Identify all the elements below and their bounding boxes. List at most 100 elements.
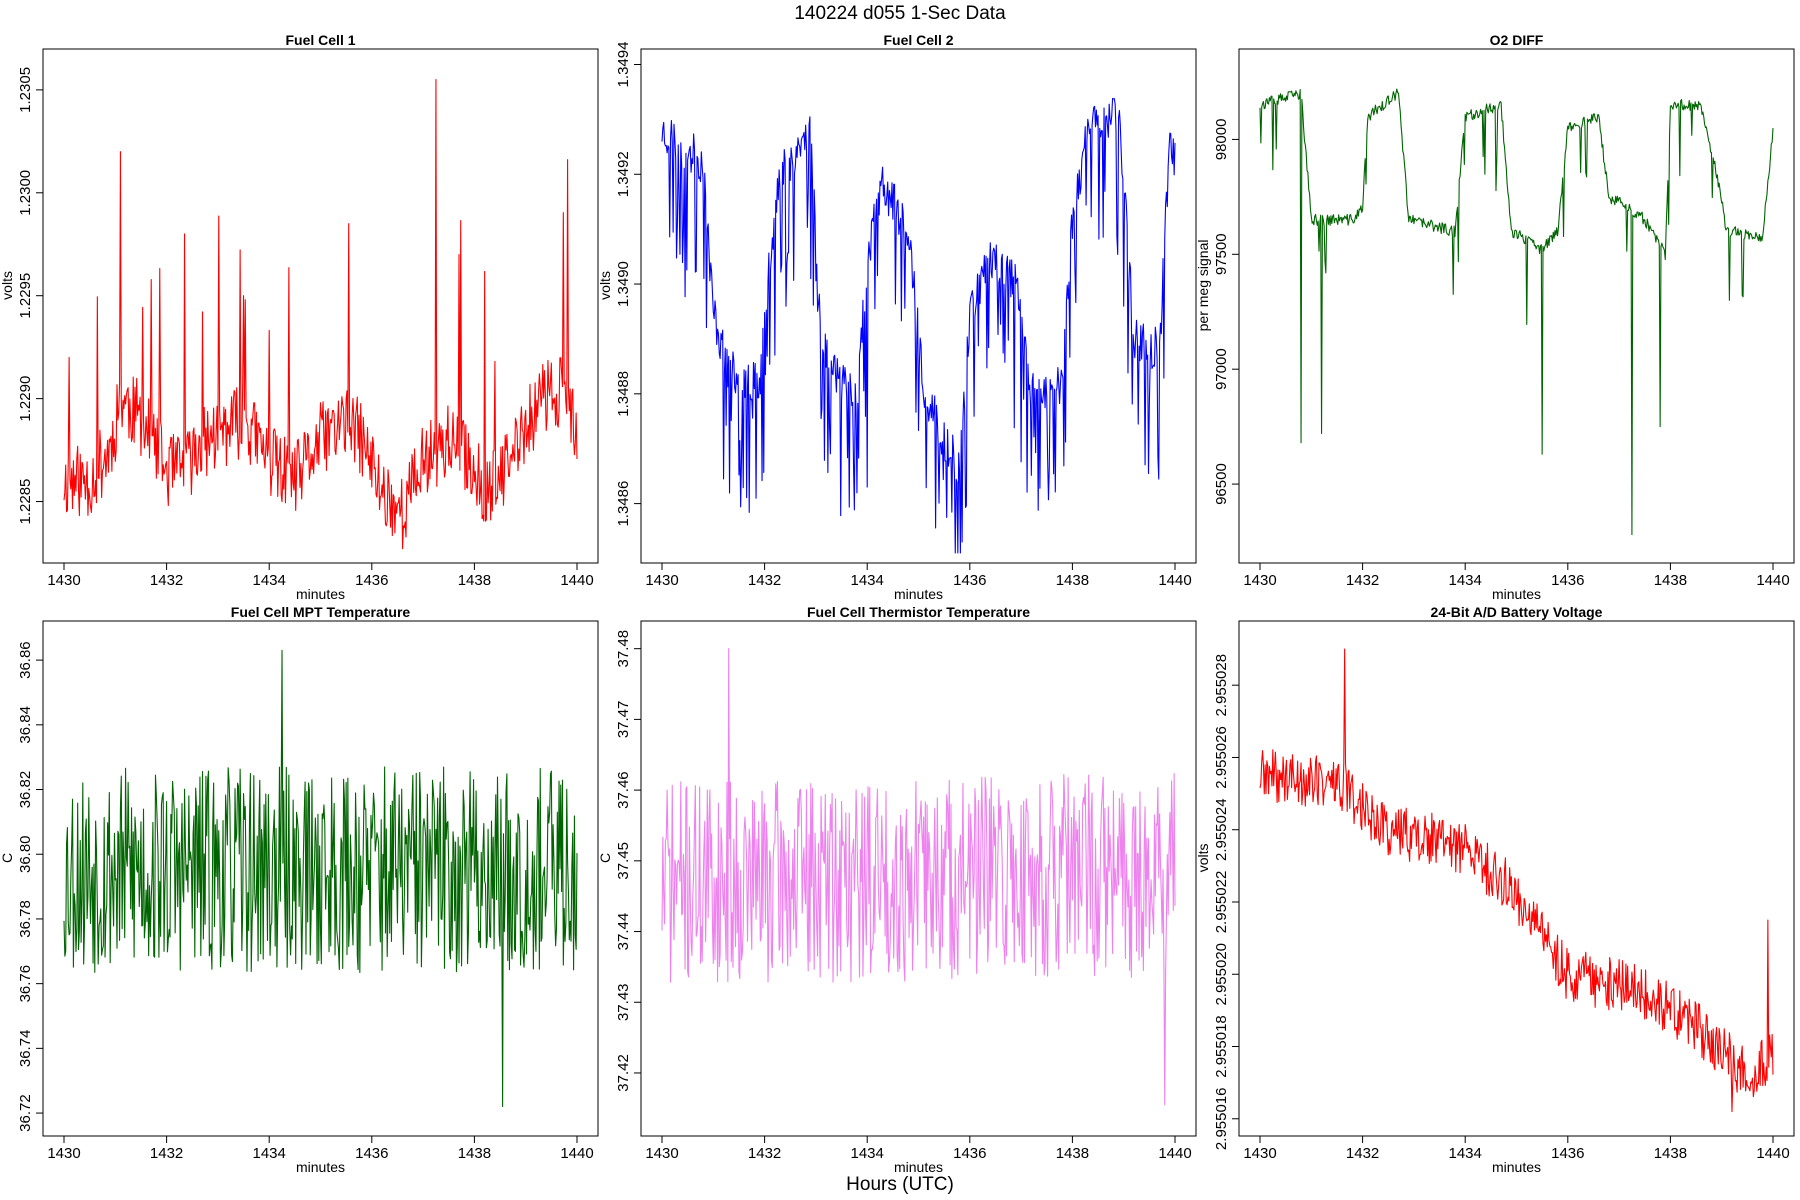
y-axis-label: volts: [597, 271, 613, 300]
panels-grid: Fuel Cell 1 1430 1432 1434 1436 1438 1440 1.228…: [0, 32, 1795, 1175]
y-tick-label: 2.955024: [1213, 798, 1230, 861]
x-tick-label: 1436: [355, 1145, 388, 1162]
y-tick-label: 36.86: [17, 641, 34, 679]
x-tick-label: 1438: [1056, 572, 1089, 589]
y-tick-label: 1.3486: [615, 481, 632, 527]
series-line: [1259, 648, 1774, 1113]
x-tick-label: 1436: [953, 1145, 986, 1162]
y-axis-label: volts: [0, 271, 15, 300]
y-tick-label: 37.43: [615, 983, 632, 1021]
series-line: [63, 79, 578, 550]
plot-frame: [1238, 48, 1795, 564]
x-tick-label: 1436: [1551, 572, 1584, 589]
y-axis-label: C: [597, 853, 613, 863]
x-tick-label: 1430: [645, 572, 678, 589]
y-tick-label: 2.955026: [1213, 726, 1230, 789]
series-line: [63, 649, 578, 1108]
x-tick-label: 1436: [953, 572, 986, 589]
y-tick-label: 97500: [1213, 233, 1230, 275]
y-tick-label: 2.955018: [1213, 1015, 1230, 1078]
x-tick-label: 1440: [560, 1145, 593, 1162]
y-tick-label: 36.82: [17, 771, 34, 809]
y-tick-label: 1.2300: [17, 170, 34, 216]
x-axis-label: minutes: [1492, 1159, 1541, 1175]
y-tick-label: 1.3488: [615, 371, 632, 417]
y-tick-label: 37.45: [615, 842, 632, 880]
y-tick-label: 1.3492: [615, 151, 632, 197]
panel-title: Fuel Cell 2: [883, 32, 953, 48]
x-tick-label: 1438: [1654, 1145, 1687, 1162]
x-tick-label: 1434: [1449, 1145, 1482, 1162]
chart-panel: 24-Bit A/D Battery Voltage 1430 1432 1434 14…: [1195, 604, 1795, 1175]
panel-title: Fuel Cell Thermistor Temperature: [807, 604, 1030, 620]
x-tick-label: 1438: [458, 1145, 491, 1162]
x-axis-label: minutes: [296, 1159, 345, 1175]
y-tick-label: 36.76: [17, 965, 34, 1003]
y-tick-label: 36.74: [17, 1030, 34, 1068]
y-tick-label: 36.72: [17, 1094, 34, 1132]
x-axis-label: minutes: [1492, 586, 1541, 602]
plot-frame: [1238, 620, 1795, 1137]
y-tick-label: 97000: [1213, 348, 1230, 390]
x-tick-label: 1434: [851, 572, 884, 589]
y-tick-label: 2.955022: [1213, 871, 1230, 934]
x-tick-label: 1430: [47, 1145, 80, 1162]
series-line: [661, 98, 1176, 554]
x-tick-label: 1434: [1449, 572, 1482, 589]
x-tick-label: 1438: [458, 572, 491, 589]
x-tick-label: 1430: [47, 572, 80, 589]
x-tick-label: 1438: [1056, 1145, 1089, 1162]
plot-frame: [640, 48, 1197, 564]
x-tick-label: 1436: [355, 572, 388, 589]
y-tick-label: 1.2285: [17, 479, 34, 525]
y-tick-label: 2.955020: [1213, 943, 1230, 1006]
x-tick-label: 1434: [851, 1145, 884, 1162]
y-axis-label: per meg signal: [1195, 240, 1211, 332]
y-tick-label: 2.955028: [1213, 654, 1230, 717]
chart-panel: Fuel Cell 1 1430 1432 1434 1436 1438 1440 1.228…: [0, 32, 599, 602]
x-tick-label: 1434: [253, 1145, 286, 1162]
chart-panel: Fuel Cell 2 1430 1432 1434 1436 1438 1440 1.348…: [597, 32, 1197, 602]
panel-title: O2 DIFF: [1490, 32, 1544, 48]
x-tick-label: 1440: [1158, 572, 1191, 589]
y-tick-label: 37.47: [615, 701, 632, 739]
x-tick-label: 1430: [1243, 1145, 1276, 1162]
x-tick-label: 1432: [1346, 572, 1379, 589]
y-tick-label: 1.2305: [17, 67, 34, 113]
x-tick-label: 1432: [748, 1145, 781, 1162]
chart-panel: Fuel Cell Thermistor Temperature 1430 1432…: [597, 604, 1197, 1175]
x-tick-label: 1436: [1551, 1145, 1584, 1162]
x-tick-label: 1434: [253, 572, 286, 589]
plot-frame: [640, 620, 1197, 1137]
y-tick-label: 37.42: [615, 1054, 632, 1092]
x-tick-label: 1430: [1243, 572, 1276, 589]
y-tick-label: 36.84: [17, 706, 34, 744]
plot-frame: [42, 620, 599, 1137]
panel-title: Fuel Cell MPT Temperature: [231, 604, 411, 620]
chart-panel: Fuel Cell MPT Temperature 1430 1432 1434 143…: [0, 604, 599, 1175]
x-axis-label: minutes: [894, 1159, 943, 1175]
y-axis-label: C: [0, 853, 15, 863]
x-axis-label: minutes: [894, 586, 943, 602]
y-tick-label: 37.46: [615, 771, 632, 809]
x-tick-label: 1432: [1346, 1145, 1379, 1162]
footer-axis-label: Hours (UTC): [846, 1174, 954, 1195]
x-tick-label: 1432: [150, 572, 183, 589]
x-tick-label: 1440: [1756, 572, 1789, 589]
main-title: 140224 d055 1-Sec Data: [794, 3, 1006, 24]
y-tick-label: 96500: [1213, 463, 1230, 505]
y-tick-label: 36.78: [17, 900, 34, 938]
x-tick-label: 1432: [150, 1145, 183, 1162]
y-tick-label: 1.3494: [615, 42, 632, 88]
y-tick-label: 1.3490: [615, 261, 632, 307]
series-line: [661, 648, 1176, 1106]
x-tick-label: 1440: [1158, 1145, 1191, 1162]
y-tick-label: 37.44: [615, 913, 632, 951]
series-line: [1259, 88, 1774, 536]
x-tick-label: 1440: [560, 572, 593, 589]
y-tick-label: 37.48: [615, 630, 632, 668]
x-tick-label: 1430: [645, 1145, 678, 1162]
x-tick-label: 1438: [1654, 572, 1687, 589]
x-tick-label: 1440: [1756, 1145, 1789, 1162]
